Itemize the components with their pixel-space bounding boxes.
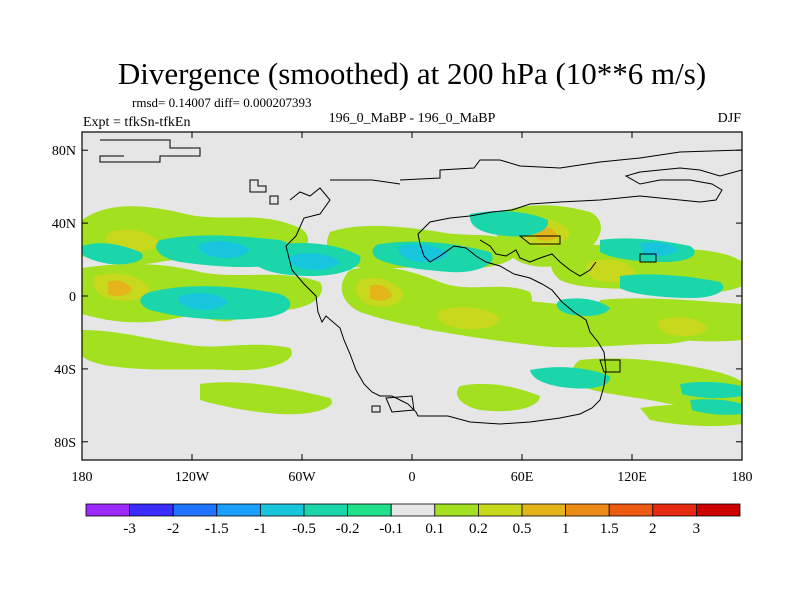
colorbar-swatch: [85, 503, 130, 517]
colorbar-swatch: [521, 503, 566, 517]
stats-label: rmsd= 0.14007 diff= 0.000207393: [132, 95, 311, 110]
island-outline-4: [599, 359, 621, 373]
colorbar-level-label: 0.1: [425, 521, 444, 537]
colorbar-swatch: [652, 503, 697, 517]
arabian-coast: [479, 239, 597, 277]
island-outline-3: [639, 253, 657, 263]
colorbar-level-label: 1: [562, 521, 570, 537]
y-tick-label: 80N: [52, 144, 76, 159]
island-outline-2: [269, 195, 279, 205]
x-tick-label: 180: [732, 470, 753, 485]
x-tick-label: 60W: [288, 470, 316, 485]
eurasia-north-coast: [399, 149, 742, 181]
colorbar-swatch: [608, 503, 654, 517]
colorbar-swatch: [303, 503, 348, 517]
y-tick-label: 80S: [54, 436, 76, 451]
island-outline-1: [249, 179, 267, 193]
colorbar-swatch: [259, 503, 305, 517]
chart-title: Divergence (smoothed) at 200 hPa (10**6 …: [118, 56, 706, 91]
greenland-outline: [330, 179, 401, 185]
coastline-outlines: [99, 139, 742, 425]
colorbar-swatch: [390, 503, 436, 517]
season-label: DJF: [718, 111, 742, 126]
y-axis: 80N 40N 0 40S 80S: [52, 144, 742, 451]
continent-outline: [285, 167, 742, 425]
colorbar-level-label: -1.5: [205, 521, 229, 537]
colorbar: [85, 503, 741, 517]
arctic-coast: [99, 139, 201, 163]
x-tick-label: 180: [72, 470, 93, 485]
center-label: 196_0_MaBP - 196_0_MaBP: [329, 111, 496, 126]
colorbar-level-label: 2: [649, 521, 657, 537]
ocean-island-outline: [385, 395, 415, 413]
colorbar-level-label: 3: [693, 521, 701, 537]
colorbar-level-label: -3: [123, 521, 136, 537]
colorbar-swatch: [434, 503, 479, 517]
x-tick-label: 0: [409, 470, 416, 485]
colorbar-swatch: [129, 503, 174, 517]
colorbar-level-label: -0.1: [379, 521, 403, 537]
colorbar-level-label: 0.5: [513, 521, 532, 537]
colorbar-level-label: 0.2: [469, 521, 488, 537]
strong-positive-contours: [108, 226, 558, 301]
colorbar-labels: -3 -2 -1.5 -1 -0.5 -0.2 -0.1 0.1 0.2 0.5 1 1.5 2 3: [123, 521, 700, 537]
colorbar-swatch: [216, 503, 261, 517]
colorbar-level-label: -2: [167, 521, 180, 537]
x-tick-label: 120E: [617, 470, 647, 485]
x-tick-label: 120W: [175, 470, 210, 485]
colorbar-swatch: [347, 503, 392, 517]
highland-outline: [518, 235, 561, 245]
x-tick-label: 60E: [511, 470, 534, 485]
y-tick-label: 40N: [52, 217, 76, 232]
colorbar-level-label: 1.5: [600, 521, 619, 537]
colorbar-swatch: [565, 503, 610, 517]
y-tick-label: 40S: [54, 363, 76, 378]
colorbar-level-label: -0.2: [336, 521, 360, 537]
colorbar-level-label: -1: [254, 521, 267, 537]
y-tick-label: 0: [69, 290, 76, 305]
colorbar-swatch: [172, 503, 218, 517]
colorbar-swatch: [477, 503, 523, 517]
colorbar-swatch: [696, 503, 741, 517]
small-island-outline: [371, 405, 381, 413]
experiment-label: Expt = tfkSn-tfkEn: [83, 115, 190, 130]
colorbar-level-label: -0.5: [292, 521, 316, 537]
x-axis: 180 120W 60W 0 60E 120E 180: [72, 132, 753, 485]
